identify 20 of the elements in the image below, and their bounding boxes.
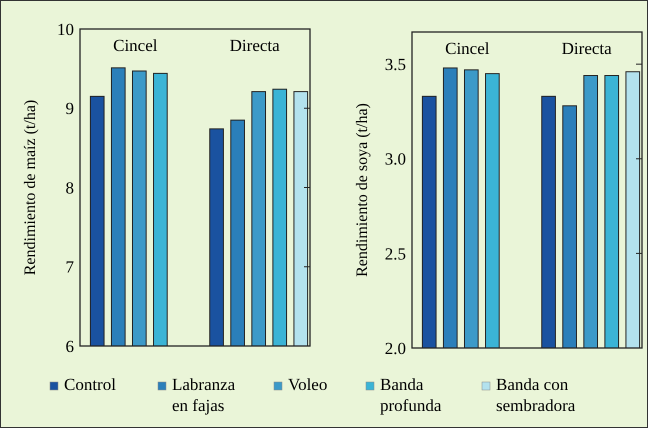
y-tick-label: 6: [66, 336, 74, 356]
y-tick-label: 7: [66, 258, 74, 277]
legend-label: Banda con sembradora: [496, 375, 576, 415]
y-tick-label: 3.0: [384, 150, 406, 169]
y-tick-label: 2.5: [384, 244, 406, 264]
y-tick-label: 9: [66, 99, 74, 118]
y-tick-label: 2.0: [384, 338, 406, 358]
x-tick-label: Cincel: [113, 36, 158, 55]
x-tick-label: Directa: [562, 39, 612, 58]
legend-label: Banda profunda: [380, 375, 442, 415]
x-tick-label: Cincel: [445, 39, 490, 58]
y-tick-label: 10: [57, 20, 74, 39]
y-axis-title: Rendimiento de soya (t/ha): [354, 103, 371, 277]
legend-label: Control: [64, 375, 116, 394]
legend-label: Labranza en fajas: [172, 375, 236, 415]
x-tick-label: Directa: [230, 36, 280, 55]
legend-label: Voleo: [288, 375, 328, 394]
y-tick-label: 8: [66, 178, 74, 198]
y-tick-label: 3.5: [384, 55, 406, 74]
y-axis-title: Rendimiento de maíz (t/ha): [22, 100, 39, 276]
